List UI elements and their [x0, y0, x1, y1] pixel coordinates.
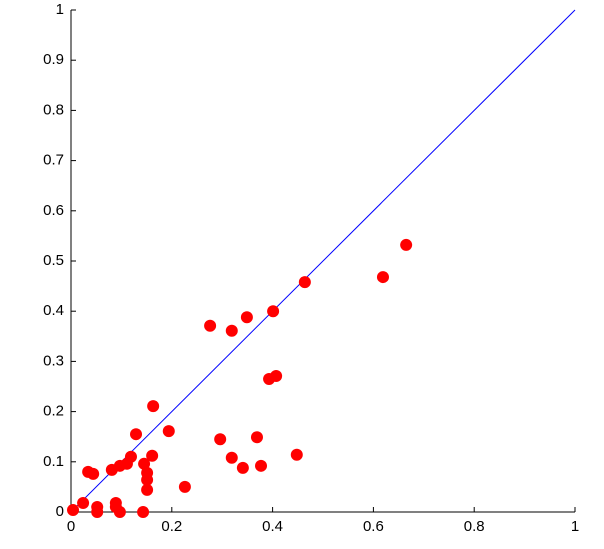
point: [147, 400, 160, 413]
point: [130, 428, 143, 441]
y-tick-label: 0.7: [43, 152, 64, 169]
point: [290, 448, 303, 461]
x-tick-label: 0.4: [262, 518, 283, 535]
point: [141, 473, 154, 486]
point: [255, 459, 268, 472]
y-tick-label: 0.9: [43, 51, 64, 68]
point: [87, 467, 100, 480]
y-tick-label: 1: [56, 1, 64, 18]
point: [137, 506, 150, 518]
point: [236, 461, 249, 474]
y-tick-label: 0: [56, 503, 64, 520]
point: [124, 450, 137, 463]
x-tick-label: 0: [67, 518, 75, 535]
point: [240, 311, 253, 324]
point: [77, 496, 90, 509]
y-tick-label: 0.8: [43, 101, 64, 118]
y-tick-label: 0.1: [43, 453, 64, 470]
point: [141, 483, 154, 496]
x-tick-label: 0.8: [464, 518, 485, 535]
x-tick-label: 1: [571, 518, 579, 535]
y-tick-label: 0.3: [43, 352, 64, 369]
y-tick-label: 0.6: [43, 202, 64, 219]
point: [162, 425, 175, 438]
y-tick-label: 0.2: [43, 403, 64, 420]
point: [113, 506, 126, 518]
point: [204, 319, 217, 332]
point: [91, 506, 104, 518]
point: [138, 457, 151, 470]
point: [250, 431, 263, 444]
point: [67, 503, 80, 516]
y-tick-label: 0.5: [43, 252, 64, 269]
x-tick-label: 0.6: [363, 518, 384, 535]
point: [146, 449, 159, 462]
point: [267, 305, 280, 318]
point: [400, 238, 413, 251]
point: [225, 324, 238, 337]
x-tick-label: 0.2: [161, 518, 182, 535]
diagonal-line: [70, 9, 576, 513]
point: [225, 451, 238, 464]
point: [214, 433, 227, 446]
point: [376, 271, 389, 284]
point: [270, 369, 283, 382]
y-tick-label: 0.4: [43, 302, 64, 319]
point: [178, 480, 191, 493]
point: [298, 276, 311, 289]
